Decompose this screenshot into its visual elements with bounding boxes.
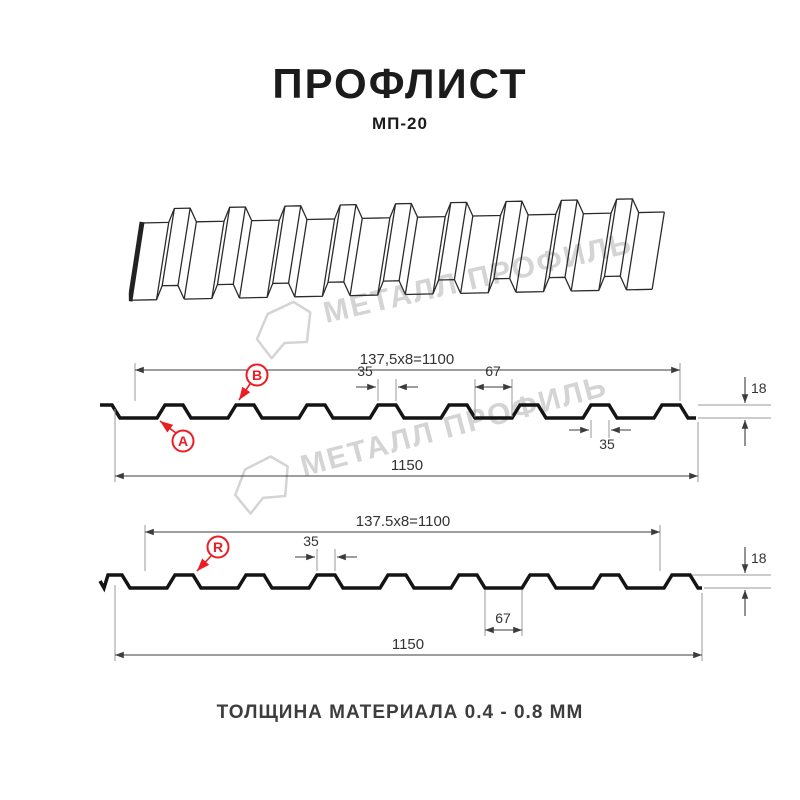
dim-crest-35-bottom: 35 [569, 420, 631, 452]
callout-b-label: B [252, 367, 262, 383]
dim-crest-35-label: 35 [303, 533, 319, 549]
dim-crest-35-bottom-label: 35 [599, 436, 615, 452]
dim-width-formula-label: 137.5x8=1100 [356, 515, 450, 530]
material-thickness-note: ТОЛЩИНА МАТЕРИАЛА 0.4 - 0.8 ММ [216, 702, 584, 723]
dim-crest-35-top-label: 35 [357, 363, 373, 379]
dim-width-formula: 137,5x8=1100 [134, 351, 681, 401]
dim-valley-67: 67 [474, 363, 513, 417]
dim-height-18: 18 [698, 377, 771, 446]
dim-height-18-label: 18 [751, 550, 767, 566]
dim-overall-1150: 1150 [114, 585, 703, 661]
dim-overall-1150: 1150 [114, 409, 699, 482]
dim-height-18: 18 [692, 547, 771, 616]
sheet-3d-drawing [126, 198, 665, 302]
dim-valley-67-label: 67 [495, 610, 511, 626]
dim-valley-67-label: 67 [485, 363, 501, 379]
callout-r: R [196, 535, 230, 572]
cross-section-diagram-2: 137.5x8=1100 35 67 18 1150 R [98, 515, 771, 661]
profile-outline [98, 573, 702, 593]
dim-width-formula-label: 137,5x8=1100 [360, 351, 454, 368]
callout-a: A [159, 420, 195, 453]
page-subtitle: МП-20 [372, 114, 428, 133]
sheet-cut-edge [127, 221, 145, 302]
cross-section-diagram-1: 137,5x8=1100 35 67 18 35 1150 [100, 351, 771, 482]
page-title: ПРОФЛИСТ [272, 60, 528, 107]
dim-width-formula: 137.5x8=1100 [144, 515, 661, 571]
callout-b: B [238, 363, 269, 401]
dim-crest-35-top: 35 [356, 363, 418, 401]
dim-crest-35: 35 [295, 533, 357, 571]
dim-overall-1150-label: 1150 [392, 636, 424, 653]
profile-outline [100, 403, 696, 420]
dim-overall-1150-label: 1150 [391, 457, 423, 474]
dim-valley-67: 67 [484, 590, 523, 636]
callout-r-label: R [213, 539, 223, 555]
dim-height-18-label: 18 [751, 380, 767, 396]
callout-a-label: A [178, 433, 188, 449]
